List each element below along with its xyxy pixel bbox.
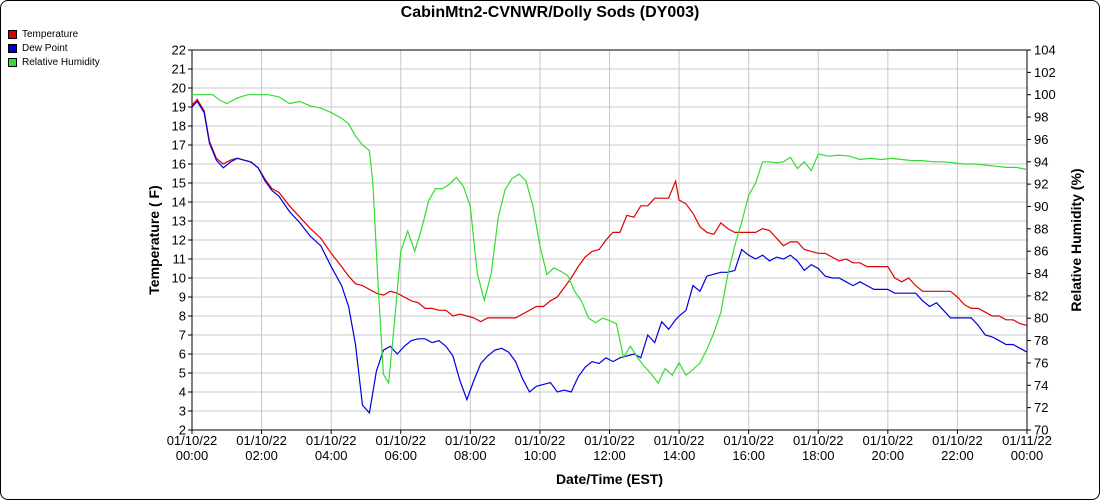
x-tick-label-time: 00:00 bbox=[1011, 448, 1044, 463]
legend-swatch-relative-humidity bbox=[8, 57, 17, 67]
x-tick-label-date: 01/10/22 bbox=[932, 433, 983, 448]
y-right-tick-label: 88 bbox=[1034, 221, 1048, 236]
y-left-tick-label: 5 bbox=[179, 366, 186, 381]
legend-item-relative-humidity: Relative Humidity bbox=[8, 55, 100, 69]
y-left-tick-label: 10 bbox=[172, 271, 186, 286]
legend-label-relative-humidity: Relative Humidity bbox=[22, 56, 100, 68]
x-tick-label-date: 01/10/22 bbox=[167, 433, 218, 448]
plot-border bbox=[191, 49, 1028, 431]
x-tick-label-time: 04:00 bbox=[315, 448, 348, 463]
x-tick-label-time: 08:00 bbox=[454, 448, 487, 463]
x-tick-label-time: 06:00 bbox=[384, 448, 417, 463]
y-left-tick-label: 2 bbox=[179, 423, 186, 438]
legend-swatch-dew-point bbox=[8, 43, 17, 53]
chart-title: CabinMtn2-CVNWR/Dolly Sods (DY003) bbox=[400, 4, 700, 21]
y-right-tick-label: 104 bbox=[1034, 43, 1056, 58]
y-right-tick-label: 84 bbox=[1034, 266, 1048, 281]
y-left-tick-label: 7 bbox=[179, 328, 186, 343]
y-left-tick-label: 14 bbox=[172, 195, 186, 210]
y-left-tick-label: 22 bbox=[172, 43, 186, 58]
series-line-dew-point bbox=[192, 100, 1027, 415]
x-tick-label-time: 02:00 bbox=[245, 448, 278, 463]
x-tick-label-date: 01/10/22 bbox=[584, 433, 635, 448]
x-tick-label-time: 12:00 bbox=[593, 448, 626, 463]
series-line-relative-humidity bbox=[192, 94, 1027, 386]
x-tick-label-date: 01/10/22 bbox=[863, 433, 914, 448]
y-right-tick-label: 96 bbox=[1034, 132, 1048, 147]
y-left-tick-label: 11 bbox=[173, 252, 187, 267]
y-right-tick-label: 74 bbox=[1034, 378, 1048, 393]
y-right-tick-label: 82 bbox=[1034, 288, 1048, 303]
y-left-tick-label: 19 bbox=[172, 100, 186, 115]
x-axis-label: Date/Time (EST) bbox=[556, 471, 663, 487]
y-right-tick-label: 102 bbox=[1034, 65, 1056, 80]
legend-label-temperature: Temperature bbox=[22, 28, 79, 40]
y-right-tick-label: 70 bbox=[1034, 423, 1048, 438]
x-tick-label-date: 01/10/22 bbox=[723, 433, 774, 448]
x-tick-label-date: 01/11/22 bbox=[1002, 433, 1052, 448]
y-left-tick-label: 17 bbox=[172, 138, 186, 153]
y-left-tick-label: 4 bbox=[179, 385, 186, 400]
x-tick-label-time: 14:00 bbox=[663, 448, 696, 463]
y-left-axis-label: Temperature ( F) bbox=[146, 185, 162, 294]
y-left-tick-label: 3 bbox=[179, 404, 186, 419]
y-right-tick-label: 76 bbox=[1034, 355, 1048, 370]
y-right-tick-label: 90 bbox=[1034, 199, 1048, 214]
y-right-tick-label: 78 bbox=[1034, 333, 1048, 348]
y-left-tick-label: 13 bbox=[172, 214, 186, 229]
y-left-tick-label: 16 bbox=[172, 157, 186, 172]
legend-swatch-temperature bbox=[8, 29, 17, 39]
x-tick-label-date: 01/10/22 bbox=[445, 433, 496, 448]
x-tick-label-time: 18:00 bbox=[802, 448, 835, 463]
legend-label-dew-point: Dew Point bbox=[22, 42, 68, 54]
x-tick-label-date: 01/10/22 bbox=[654, 433, 705, 448]
x-tick-label-time: 00:00 bbox=[176, 448, 209, 463]
y-left-tick-label: 21 bbox=[172, 62, 186, 77]
y-left-tick-label: 8 bbox=[179, 309, 186, 324]
series-line-temperature bbox=[192, 98, 1027, 327]
y-left-tick-label: 15 bbox=[172, 176, 186, 191]
x-tick-label-date: 01/10/22 bbox=[306, 433, 357, 448]
x-tick-label-time: 22:00 bbox=[941, 448, 974, 463]
legend-item-dew-point: Dew Point bbox=[8, 41, 100, 55]
y-right-tick-label: 72 bbox=[1034, 400, 1048, 415]
y-right-tick-label: 86 bbox=[1034, 244, 1048, 259]
legend-item-temperature: Temperature bbox=[8, 27, 100, 41]
x-tick-label-date: 01/10/22 bbox=[375, 433, 426, 448]
y-right-tick-label: 80 bbox=[1034, 311, 1048, 326]
y-left-tick-label: 20 bbox=[172, 81, 186, 96]
x-tick-label-date: 01/10/22 bbox=[515, 433, 566, 448]
legend: Temperature Dew Point Relative Humidity bbox=[8, 27, 100, 69]
y-right-tick-label: 94 bbox=[1034, 154, 1048, 169]
y-right-tick-label: 100 bbox=[1034, 87, 1056, 102]
y-right-tick-label: 92 bbox=[1034, 177, 1048, 192]
x-tick-label-time: 16:00 bbox=[732, 448, 765, 463]
y-left-tick-label: 18 bbox=[172, 119, 186, 134]
x-tick-label-time: 20:00 bbox=[872, 448, 905, 463]
y-left-tick-label: 9 bbox=[179, 290, 186, 305]
y-right-tick-label: 98 bbox=[1034, 110, 1048, 125]
y-left-tick-label: 6 bbox=[179, 347, 186, 362]
y-left-tick-label: 12 bbox=[172, 233, 186, 248]
y-right-axis-label: Relative Humidity (%) bbox=[1068, 168, 1084, 311]
x-tick-label-date: 01/10/22 bbox=[793, 433, 844, 448]
x-tick-label-time: 10:00 bbox=[524, 448, 557, 463]
x-tick-label-date: 01/10/22 bbox=[236, 433, 287, 448]
